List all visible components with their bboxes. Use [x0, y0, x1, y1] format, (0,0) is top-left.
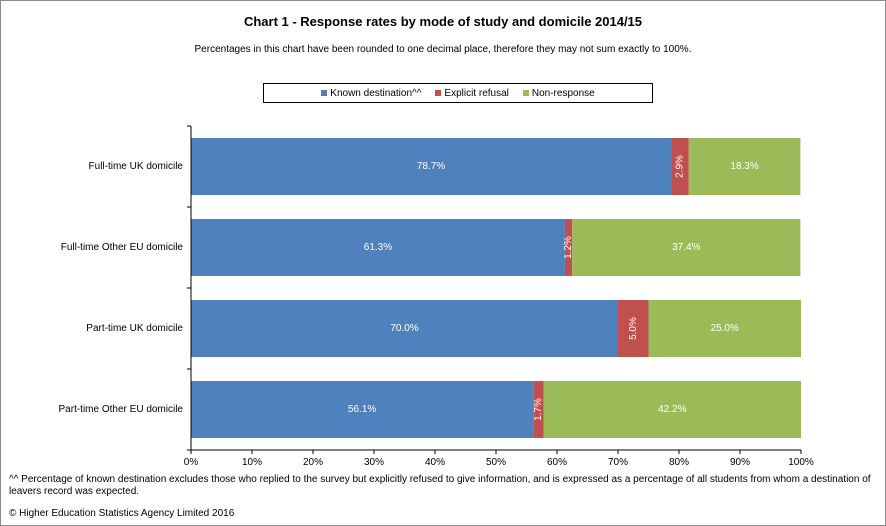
data-label: 5.0%	[628, 317, 639, 340]
bar-segment-known-destination	[191, 381, 534, 438]
bar-segment-non-response	[648, 300, 801, 357]
data-label: 42.2%	[658, 404, 686, 415]
data-label: 1.7%	[533, 398, 544, 421]
data-label: 70.0%	[390, 323, 418, 334]
category-label: Full-time UK domicile	[89, 161, 184, 172]
legend-entry-explicit-refusal: Explicit refusal	[435, 87, 509, 99]
bar-segment-known-destination	[191, 300, 618, 357]
legend-swatch	[435, 90, 442, 96]
x-tick-label: 40%	[425, 457, 445, 468]
chart-legend: Known destination^^ Explicit refusal Non-r…	[263, 83, 653, 103]
data-label: 78.7%	[417, 161, 445, 172]
bar-segment-known-destination	[191, 138, 672, 195]
data-label: 1.2%	[563, 236, 574, 259]
data-label: 2.9%	[674, 155, 685, 178]
x-tick-label: 80%	[669, 457, 689, 468]
data-label: 56.1%	[348, 404, 376, 415]
data-label: 61.3%	[364, 242, 392, 253]
category-label: Part-time Other EU domicile	[59, 404, 184, 415]
bar-segment-explicit-refusal	[564, 219, 573, 276]
x-tick-label: 60%	[547, 457, 567, 468]
bar-segment-known-destination	[191, 219, 565, 276]
category-label: Part-time UK domicile	[86, 323, 183, 334]
x-tick-label: 30%	[364, 457, 384, 468]
legend-label: Non-response	[531, 87, 595, 99]
bar-segment-non-response	[688, 138, 801, 195]
data-label: 25.0%	[711, 323, 739, 334]
legend-entry-known-destination: Known destination^^	[321, 88, 421, 99]
bar-segment-explicit-refusal	[618, 300, 649, 357]
bar-segment-non-response	[543, 381, 801, 438]
legend-swatch	[321, 90, 328, 96]
x-tick-label: 0%	[184, 457, 199, 468]
bar-segment-non-response	[572, 219, 801, 276]
x-tick-label: 100%	[788, 457, 814, 468]
x-tick-label: 20%	[303, 457, 323, 468]
plot-area: 78.7% 2.9% 18.3% Full-time UK domicile 61.3%…	[59, 125, 814, 468]
bar-segment-explicit-refusal	[671, 138, 689, 195]
legend-entry-non-response: Non-response	[522, 87, 595, 99]
x-tick-label: 70%	[608, 457, 628, 468]
data-label: 18.3%	[730, 161, 758, 172]
copyright-notice: © Higher Education Statistics Agency Lim…	[9, 508, 235, 519]
footnote: ^^ Percentage of known destination exclu…	[9, 474, 871, 497]
data-label: 37.4%	[672, 242, 700, 253]
category-label: Full-time Other EU domicile	[61, 242, 184, 253]
x-tick-label: 50%	[486, 457, 506, 468]
bar-segment-explicit-refusal	[533, 381, 544, 438]
x-tick-label: 10%	[242, 457, 262, 468]
chart-title: Chart 1 - Response rates by mode of stud…	[243, 14, 643, 29]
legend-label: Known destination^^	[330, 87, 422, 99]
x-tick-label: 90%	[730, 457, 750, 468]
chart-subtitle: Percentages in this chart have been roun…	[194, 44, 692, 55]
legend-label: Explicit refusal	[444, 87, 509, 99]
legend-swatch	[522, 90, 529, 96]
